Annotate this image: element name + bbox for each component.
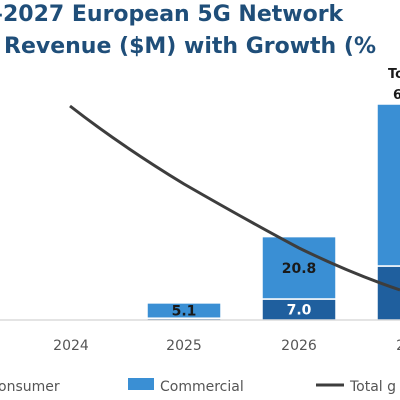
- x-tick-2025: 2025: [166, 338, 202, 354]
- legend-commercial-label: Commercial: [160, 379, 244, 395]
- chart-title-line-2: Revenue ($M) with Growth (%: [4, 34, 376, 59]
- x-tick-2027: 2027: [396, 338, 400, 354]
- chart-title-line-1: –2027 European 5G Network: [0, 2, 344, 27]
- x-tick-2026: 2026: [281, 338, 317, 354]
- bar-label-commercial-2025: 5.1: [172, 304, 197, 320]
- legend-growth-label: Total g: [349, 379, 396, 395]
- legend-commercial-swatch: [128, 378, 154, 390]
- bar-consumer-2027: [376, 265, 400, 321]
- legend-consumer-label: onsumer: [0, 379, 60, 395]
- total-label-line-1: To: [388, 67, 400, 82]
- bar-commercial-2025: [146, 302, 222, 319]
- bar-label-consumer-2026: 7.0: [287, 303, 312, 319]
- x-tick-2024: 2024: [53, 338, 89, 354]
- total-label-line-2: 6: [393, 88, 400, 103]
- bar-label-commercial-2026: 20.8: [282, 261, 317, 277]
- growth-line: [69, 104, 400, 292]
- bar-commercial-2027: [376, 103, 400, 267]
